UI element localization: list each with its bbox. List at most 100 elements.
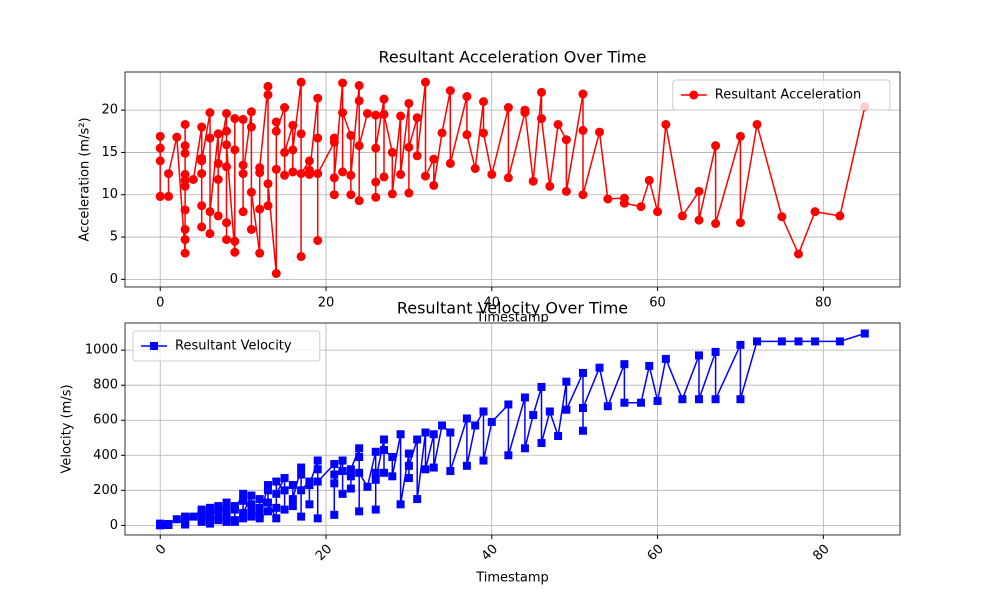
marker <box>520 393 529 402</box>
marker <box>362 108 372 118</box>
marker <box>777 212 787 222</box>
marker <box>603 194 613 204</box>
marker <box>288 120 298 130</box>
marker <box>246 122 256 132</box>
marker <box>239 496 248 505</box>
marker <box>503 103 513 113</box>
marker <box>437 128 447 138</box>
marker <box>305 500 314 509</box>
marker <box>578 426 587 435</box>
marker <box>181 515 190 524</box>
marker <box>346 472 355 481</box>
marker <box>694 186 704 196</box>
y-tick-label: 800 <box>93 378 118 393</box>
marker <box>735 131 745 141</box>
marker <box>205 108 215 118</box>
marker <box>412 151 422 161</box>
marker <box>404 142 414 152</box>
marker <box>197 201 207 211</box>
marker <box>346 484 355 493</box>
x-tick-label: 0 <box>156 296 164 311</box>
marker <box>304 156 314 166</box>
marker <box>213 175 223 184</box>
x-axis-label: Timestamp <box>475 311 549 326</box>
marker <box>429 154 439 164</box>
chart-title: Resultant Velocity Over Time <box>397 299 628 318</box>
marker <box>528 176 538 186</box>
marker <box>355 444 364 453</box>
marker <box>313 235 323 245</box>
marker <box>677 211 687 221</box>
marker <box>272 477 281 486</box>
marker <box>288 145 298 155</box>
marker <box>537 87 547 97</box>
marker <box>255 495 264 504</box>
marker <box>213 158 223 168</box>
marker <box>197 507 206 516</box>
marker <box>263 498 272 507</box>
marker <box>529 410 538 419</box>
marker <box>694 215 704 225</box>
marker <box>363 482 372 491</box>
marker <box>346 130 356 140</box>
marker <box>205 509 214 518</box>
marker <box>313 514 322 523</box>
marker <box>230 236 240 246</box>
marker <box>330 510 339 519</box>
marker <box>338 489 347 498</box>
marker <box>537 114 547 124</box>
marker <box>487 417 496 426</box>
marker <box>180 205 190 215</box>
marker <box>222 498 231 507</box>
marker <box>180 148 190 158</box>
marker <box>238 114 248 124</box>
marker <box>280 474 289 483</box>
marker <box>603 402 612 411</box>
marker <box>330 460 339 469</box>
marker <box>297 470 306 479</box>
marker <box>197 122 207 132</box>
marker <box>736 340 745 349</box>
marker <box>462 130 472 140</box>
marker <box>429 430 438 439</box>
y-tick-label: 0 <box>110 518 118 533</box>
marker <box>438 421 447 430</box>
marker <box>379 109 389 119</box>
marker <box>280 147 290 157</box>
marker <box>288 502 297 511</box>
marker <box>421 428 430 437</box>
y-tick-label: 5 <box>110 230 118 245</box>
y-tick-label: 600 <box>93 413 118 428</box>
marker <box>578 368 587 377</box>
marker <box>313 169 323 179</box>
marker <box>197 156 207 166</box>
marker <box>329 173 339 183</box>
marker <box>404 449 413 458</box>
marker <box>239 514 248 523</box>
marker <box>313 456 322 465</box>
marker <box>371 192 381 202</box>
x-tick-label: 0 <box>153 542 169 558</box>
marker <box>420 171 430 181</box>
axes-frame <box>124 322 901 536</box>
marker <box>296 252 306 262</box>
axes-frame <box>124 71 901 288</box>
marker <box>180 175 190 185</box>
marker <box>180 141 190 151</box>
marker <box>396 500 405 509</box>
marker <box>354 81 364 91</box>
marker <box>777 337 786 346</box>
marker <box>380 468 389 477</box>
marker <box>297 463 306 472</box>
marker <box>462 414 471 423</box>
marker <box>371 177 381 187</box>
marker <box>694 395 703 404</box>
marker <box>355 507 364 516</box>
marker <box>222 126 232 136</box>
marker <box>835 211 845 221</box>
marker <box>620 398 629 407</box>
marker <box>155 191 165 201</box>
marker <box>471 421 480 430</box>
marker <box>180 119 190 129</box>
marker <box>578 89 588 99</box>
